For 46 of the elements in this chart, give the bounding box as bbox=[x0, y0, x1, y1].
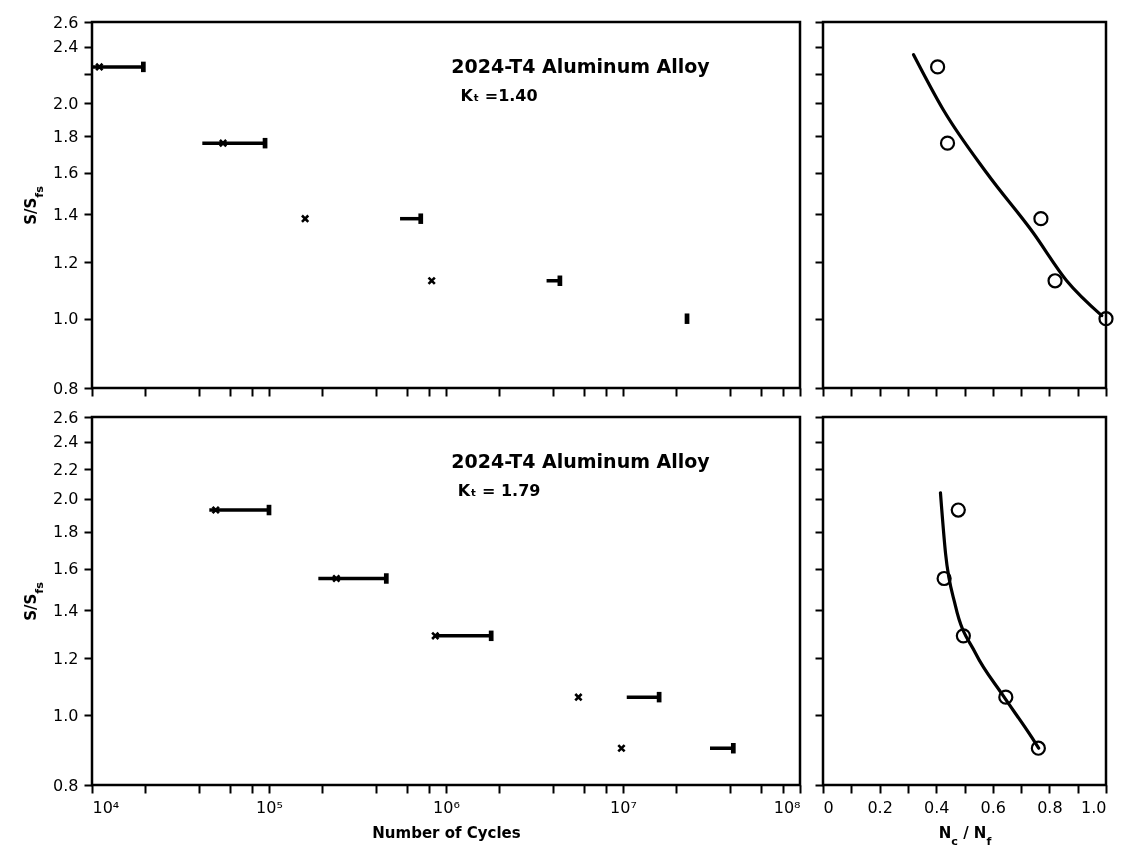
y-tick-label: 2.4 bbox=[53, 432, 79, 452]
y-tick-label: 2.0 bbox=[53, 93, 79, 113]
y-tick-label: 2.2 bbox=[53, 459, 79, 479]
y-tick-label: 2.4 bbox=[53, 37, 79, 57]
point bbox=[930, 59, 946, 75]
x-tick-label: 10⁴ bbox=[92, 797, 120, 817]
annotation: Kₜ = 1.79 bbox=[457, 481, 541, 500]
x-tick-label: 10⁸ bbox=[773, 797, 801, 817]
point bbox=[950, 502, 966, 518]
point bbox=[1098, 311, 1114, 327]
annotation: 2024-T4 Aluminum Alloy bbox=[451, 55, 711, 77]
x-tick-label: 10⁵ bbox=[256, 797, 283, 817]
y-tick-label: 1.2 bbox=[53, 252, 79, 272]
y-tick-label: 1.2 bbox=[53, 648, 79, 668]
point bbox=[1030, 740, 1046, 756]
point bbox=[1033, 211, 1049, 227]
y-tick-label: 1.6 bbox=[53, 163, 79, 183]
y-tick-label: 2.0 bbox=[53, 489, 79, 509]
y-tick-label: 1.8 bbox=[53, 126, 79, 146]
y-tick-label: 2.6 bbox=[53, 407, 79, 427]
y-tick-label: 1.4 bbox=[53, 204, 79, 224]
annotation: 2024-T4 Aluminum Alloy bbox=[451, 450, 711, 472]
point bbox=[939, 135, 956, 151]
x-tick-label: 1.0 bbox=[1081, 797, 1107, 817]
y-tick-label: 0.8 bbox=[53, 775, 79, 795]
x-tick-label: 10⁷ bbox=[610, 797, 637, 817]
y-tick-label: 1.6 bbox=[53, 559, 79, 579]
point bbox=[936, 570, 952, 587]
point bbox=[998, 689, 1014, 705]
x-tick-label: 0.6 bbox=[980, 797, 1007, 817]
x-tick-label: 10⁶ bbox=[433, 797, 460, 817]
x-tick-label: 0.2 bbox=[867, 797, 893, 817]
point bbox=[955, 628, 971, 644]
annotation: Kₜ =1.40 bbox=[460, 86, 538, 105]
x-axis-title: N$_{c}$ / N$_{f}$ bbox=[938, 823, 992, 847]
x-tick-label: 0.4 bbox=[923, 797, 950, 817]
x-tick-label: 0 bbox=[823, 797, 834, 817]
y-tick-label: 1.0 bbox=[53, 705, 79, 725]
x-tick-label: 0.8 bbox=[1037, 797, 1063, 817]
y-tick-label: 1.8 bbox=[53, 522, 79, 542]
x-axis-title: Number of Cycles bbox=[372, 823, 521, 842]
y-tick-label: 0.8 bbox=[53, 378, 79, 398]
y-tick-label: 1.0 bbox=[53, 309, 79, 329]
y-tick-label: 1.4 bbox=[53, 600, 79, 620]
point bbox=[1047, 273, 1063, 289]
y-tick-label: 2.6 bbox=[53, 12, 79, 32]
